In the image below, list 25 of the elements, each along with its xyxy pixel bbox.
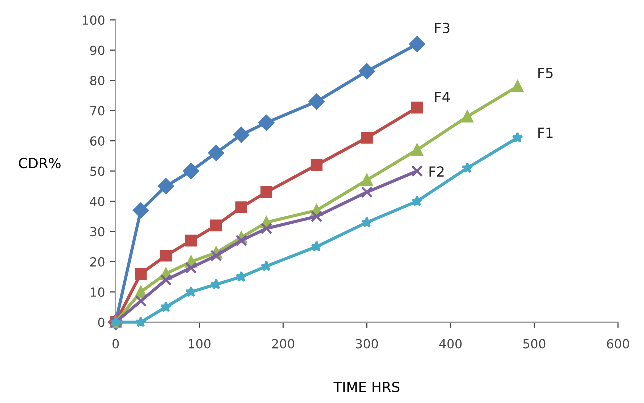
series-label: F3 bbox=[435, 22, 450, 34]
x-tick-label: 200 bbox=[272, 339, 294, 349]
x-tick-label: 400 bbox=[439, 339, 462, 349]
x-tick-label: 500 bbox=[524, 339, 546, 349]
x-tick-label: 100 bbox=[189, 339, 211, 349]
x-tick-label: 300 bbox=[356, 339, 378, 349]
y-tick-label: 50 bbox=[90, 166, 105, 176]
x-tick-label: 600 bbox=[607, 339, 630, 349]
y-tick-label: 0 bbox=[98, 318, 105, 328]
y-tick-label: 90 bbox=[90, 46, 105, 56]
y-tick-label: 80 bbox=[90, 76, 105, 86]
series-label: F1 bbox=[538, 128, 553, 138]
y-tick-label: 30 bbox=[90, 227, 105, 237]
y-tick-label: 10 bbox=[90, 288, 105, 298]
x-axis-title: TIME HRS bbox=[334, 382, 400, 392]
y-tick-label: 20 bbox=[90, 257, 105, 267]
y-tick-label: 60 bbox=[90, 136, 105, 146]
series-label: F5 bbox=[538, 68, 553, 79]
y-axis-title: CDR% bbox=[19, 158, 61, 169]
x-tick-label: 0 bbox=[112, 339, 120, 349]
series-label: F2 bbox=[430, 166, 444, 177]
y-tick-label: 100 bbox=[83, 16, 105, 26]
y-tick-label: 70 bbox=[90, 106, 105, 116]
y-tick-label: 40 bbox=[90, 196, 105, 206]
series-label: F4 bbox=[435, 92, 450, 102]
